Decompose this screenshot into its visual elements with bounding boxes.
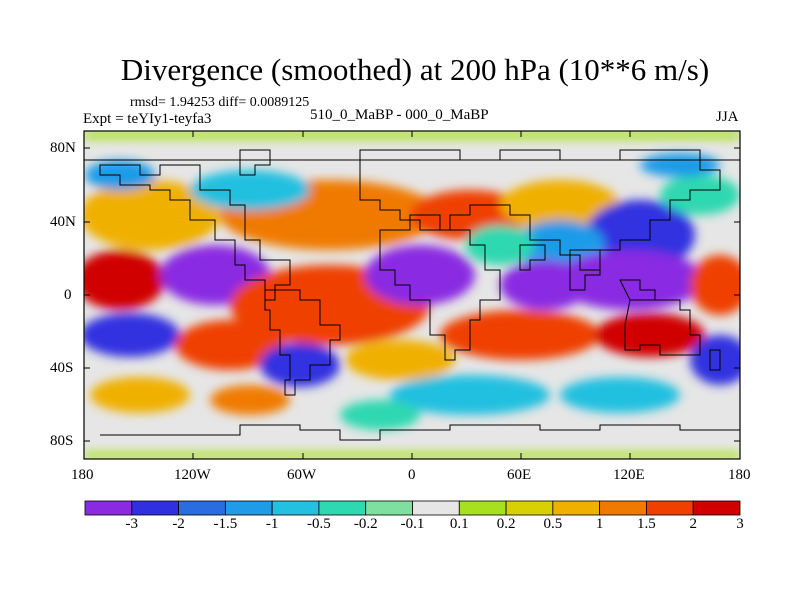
colorbar-label: -0.5 — [307, 516, 331, 532]
colorbar-box — [365, 500, 413, 516]
x-tick-180w: 180 — [71, 467, 94, 483]
plot-title: Divergence (smoothed) at 200 hPa (10**6 … — [120, 52, 710, 87]
colorbar-label: -0.1 — [400, 516, 425, 532]
colorbar-box — [692, 500, 741, 516]
x-tick-60w: 60W — [287, 467, 317, 483]
colorbar-box — [271, 500, 320, 516]
experiment-label: Expt = teYIy1-teyfa3 — [83, 111, 212, 127]
colorbar-box — [505, 500, 554, 516]
y-tick-40n: 40N — [50, 214, 76, 230]
colorbar-label: 0.1 — [449, 516, 469, 532]
period-label: 510_0_MaBP - 000_0_MaBP — [310, 107, 489, 123]
colorbar-box — [131, 500, 179, 516]
stats-label: rmsd= 1.94253 diff= 0.0089125 — [130, 95, 310, 110]
axis-ticks — [84, 131, 740, 459]
map-field — [84, 131, 740, 459]
x-tick-60e: 60E — [507, 467, 532, 483]
y-tick-80n: 80N — [50, 140, 76, 156]
x-tick-0: 0 — [408, 467, 416, 483]
colorbar-box — [412, 500, 460, 516]
x-tick-120w: 120W — [174, 467, 211, 483]
colorbar-label: -3 — [125, 516, 139, 532]
colorbar-box — [318, 500, 367, 516]
colorbar-box — [458, 500, 507, 516]
colorbar-label: 0.5 — [543, 516, 563, 532]
colorbar-box — [599, 500, 647, 516]
colorbar-box — [552, 500, 601, 516]
colorbar — [84, 500, 741, 516]
colorbar-label: 1 — [595, 516, 604, 532]
y-tick-80s: 80S — [50, 433, 74, 449]
colorbar-box — [84, 500, 133, 516]
x-tick-180e: 180 — [728, 467, 751, 483]
colorbar-label: -0.2 — [353, 516, 378, 532]
colorbar-box — [224, 500, 273, 516]
colorbar-label: 0.2 — [496, 516, 516, 532]
colorbar-box — [178, 500, 226, 516]
colorbar-label: -1 — [265, 516, 279, 532]
colorbar-box — [646, 500, 694, 516]
y-tick-40s: 40S — [50, 360, 74, 376]
y-tick-0: 0 — [64, 287, 72, 303]
colorbar-label: 3 — [736, 516, 744, 532]
colorbar-label: 1.5 — [637, 516, 656, 532]
colorbar-label: -1.5 — [213, 516, 238, 532]
coastlines — [84, 149, 740, 441]
colorbar-label: -2 — [172, 516, 185, 532]
x-tick-120e: 120E — [613, 467, 645, 483]
season-label: JJA — [716, 109, 739, 125]
colorbar-label: 2 — [689, 516, 697, 532]
